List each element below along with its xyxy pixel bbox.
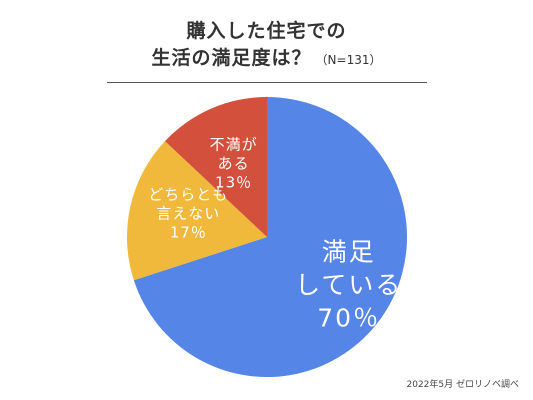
slice-label-satisfied: している: [295, 271, 402, 300]
pie-slice-dissatisfied: [164, 97, 267, 237]
slice-label-dissatisfied: ある: [218, 154, 250, 172]
chart-title: 購入した住宅での 生活の満足度は？ （N=131）: [0, 18, 533, 74]
sample-size: （N=131）: [315, 53, 382, 67]
pie-slice-neutral: [126, 141, 267, 281]
title-line-1: 購入した住宅での: [186, 20, 347, 42]
slice-percent-satisfied: 70％: [317, 304, 380, 333]
slice-label-neutral: 言えない: [156, 205, 220, 223]
source-note: 2022年5月 ゼロリノベ調べ: [406, 380, 520, 390]
slice-label-dissatisfied: 不満が: [210, 135, 258, 153]
slice-label-neutral: どちらとも: [148, 186, 228, 204]
slice-percent-dissatisfied: 13％: [215, 173, 252, 191]
title-divider: [107, 82, 427, 83]
title-line-2: 生活の満足度は？ （N=131）: [0, 44, 533, 74]
slice-label-satisfied: 満足: [322, 238, 376, 267]
title-line-2-text: 生活の満足度は？: [151, 47, 312, 69]
pie-slice-satisfied: [133, 97, 407, 378]
slice-percent-neutral: 17％: [170, 224, 207, 242]
pie-slices: [126, 97, 407, 378]
